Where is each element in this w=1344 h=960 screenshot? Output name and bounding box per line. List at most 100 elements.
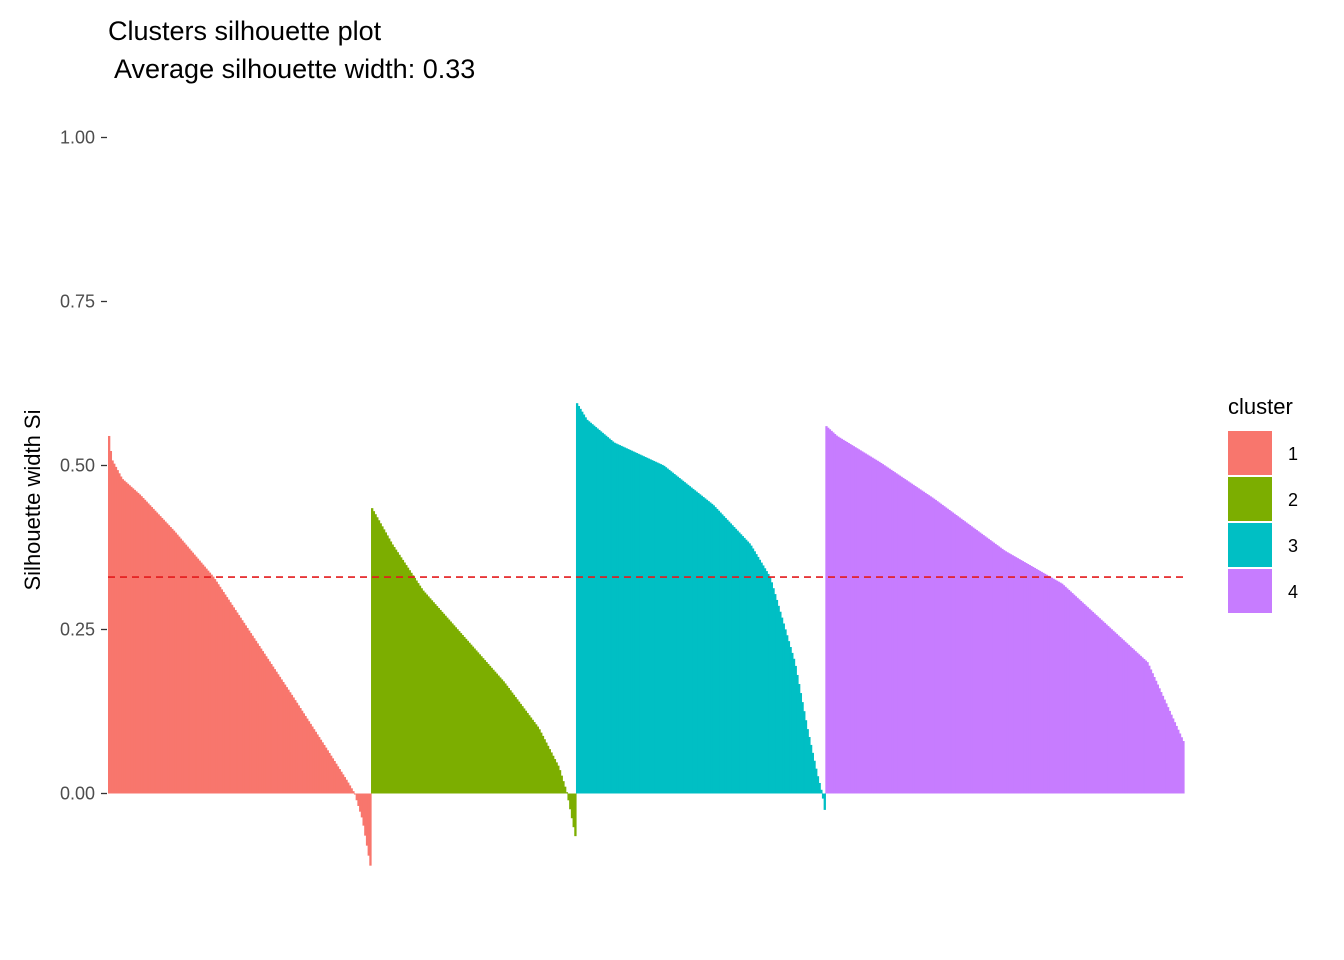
silhouette-bar-cluster-3: [821, 793, 825, 799]
silhouette-bar-cluster-2: [497, 675, 500, 794]
silhouette-bar-cluster-4: [1054, 579, 1057, 794]
silhouette-bar-cluster-4: [924, 492, 927, 794]
silhouette-bar-cluster-1: [319, 739, 323, 794]
silhouette-bar-cluster-4: [1103, 622, 1107, 794]
silhouette-bar-cluster-4: [1163, 699, 1166, 794]
silhouette-bar-cluster-4: [1074, 596, 1077, 794]
legend-title: cluster: [1228, 394, 1293, 419]
silhouette-bar-cluster-2: [441, 611, 444, 794]
silhouette-bar-cluster-3: [808, 737, 811, 794]
silhouette-bar-cluster-4: [999, 547, 1002, 794]
silhouette-bar-cluster-1: [148, 505, 152, 794]
silhouette-bar-cluster-2: [552, 755, 555, 794]
silhouette-bar-cluster-4: [1057, 581, 1060, 794]
silhouette-bar-cluster-4: [1115, 633, 1118, 794]
silhouette-bar-cluster-1: [265, 656, 268, 794]
silhouette-bar-cluster-2: [463, 636, 466, 794]
silhouette-bar-cluster-4: [1134, 651, 1137, 794]
silhouette-bar-cluster-4: [873, 458, 876, 794]
silhouette-bar-cluster-2: [453, 625, 456, 794]
silhouette-bar-cluster-2: [524, 710, 528, 794]
silhouette-bar-cluster-4: [1025, 563, 1028, 794]
silhouette-bar-cluster-2: [388, 538, 391, 794]
silhouette-bar-cluster-4: [1146, 662, 1149, 794]
silhouette-bar-cluster-2: [382, 529, 386, 794]
silhouette-bar-cluster-4: [852, 446, 855, 794]
silhouette-bar-cluster-3: [815, 768, 818, 794]
silhouette-bar-cluster-1: [362, 793, 365, 826]
silhouette-bar-cluster-1: [326, 750, 329, 794]
silhouette-bar-cluster-4: [1098, 618, 1101, 794]
silhouette-bar-cluster-1: [347, 782, 350, 794]
silhouette-bar-cluster-1: [304, 715, 307, 794]
silhouette-bar-cluster-4: [973, 528, 977, 794]
silhouette-bar-cluster-2: [403, 562, 406, 794]
silhouette-bar-cluster-4: [1038, 570, 1042, 794]
silhouette-bar-cluster-1: [219, 586, 222, 794]
silhouette-bar-cluster-3: [709, 502, 712, 794]
silhouette-bar-cluster-4: [926, 494, 929, 794]
silhouette-bar-cluster-4: [907, 481, 910, 794]
silhouette-bar-cluster-2: [482, 658, 485, 794]
silhouette-bar-cluster-4: [1105, 624, 1108, 794]
silhouette-bar-cluster-2: [558, 770, 562, 794]
silhouette-bar-cluster-3: [741, 536, 744, 794]
silhouette-bar-cluster-3: [656, 462, 659, 794]
silhouette-bar-cluster-1: [229, 602, 232, 794]
silhouette-bar-cluster-4: [975, 530, 978, 794]
silhouette-bar-cluster-2: [553, 759, 557, 794]
silhouette-bar-cluster-2: [536, 726, 539, 794]
silhouette-bar-cluster-4: [953, 513, 956, 794]
silhouette-bar-cluster-3: [625, 448, 628, 794]
silhouette-bar-cluster-1: [352, 791, 355, 794]
silhouette-bar-cluster-4: [932, 498, 936, 794]
silhouette-bar-cluster-4: [1100, 619, 1103, 794]
silhouette-bar-cluster-3: [801, 702, 804, 794]
silhouette-bar-cluster-1: [172, 530, 176, 794]
silhouette-bar-cluster-1: [237, 615, 241, 794]
silhouette-bar-cluster-1: [140, 496, 143, 794]
silhouette-bar-cluster-1: [181, 540, 184, 794]
silhouette-bar-cluster-3: [663, 465, 666, 794]
silhouette-bar-cluster-3: [623, 447, 627, 794]
silhouette-bar-cluster-1: [367, 793, 370, 856]
silhouette-bar-cluster-1: [155, 512, 159, 794]
silhouette-bar-cluster-2: [565, 792, 569, 794]
silhouette-bar-cluster-3: [750, 545, 753, 794]
silhouette-bar-cluster-3: [581, 411, 584, 794]
silhouette-bar-cluster-3: [767, 573, 770, 794]
silhouette-bar-cluster-3: [816, 776, 820, 794]
silhouette-bar-cluster-3: [748, 543, 751, 794]
silhouette-bar-cluster-4: [1020, 560, 1023, 794]
silhouette-bar-cluster-1: [121, 479, 124, 794]
silhouette-bar-cluster-1: [302, 713, 306, 794]
silhouette-bar-cluster-3: [651, 460, 654, 794]
silhouette-bar-cluster-4: [1030, 565, 1033, 794]
silhouette-bar-cluster-4: [885, 466, 888, 794]
silhouette-bar-cluster-4: [1172, 718, 1175, 794]
silhouette-bar-cluster-3: [770, 582, 773, 794]
silhouette-bar-cluster-1: [169, 527, 172, 794]
silhouette-bar-cluster-1: [285, 687, 288, 794]
silhouette-bar-cluster-4: [868, 455, 871, 794]
silhouette-bar-cluster-4: [1180, 737, 1183, 794]
silhouette-bar-cluster-2: [464, 638, 468, 794]
silhouette-bar-cluster-3: [589, 422, 592, 794]
silhouette-bar-cluster-4: [958, 517, 961, 794]
silhouette-bar-cluster-1: [242, 622, 246, 794]
silhouette-bar-cluster-4: [951, 512, 955, 794]
silhouette-bar-cluster-1: [350, 788, 353, 794]
silhouette-bar-cluster-4: [832, 432, 835, 794]
silhouette-bar-cluster-4: [905, 480, 908, 794]
silhouette-bar-cluster-4: [1117, 635, 1120, 794]
silhouette-bar-cluster-4: [1129, 646, 1132, 794]
silhouette-bar-cluster-1: [157, 514, 160, 794]
silhouette-bar-cluster-4: [927, 495, 931, 794]
silhouette-bar-cluster-1: [345, 779, 348, 794]
silhouette-bar-cluster-1: [324, 747, 328, 794]
silhouette-bar-cluster-4: [1107, 626, 1110, 794]
silhouette-bar-cluster-3: [599, 431, 603, 794]
silhouette-bar-cluster-2: [434, 604, 437, 794]
silhouette-bar-cluster-1: [145, 501, 148, 794]
silhouette-bar-cluster-2: [374, 514, 377, 794]
